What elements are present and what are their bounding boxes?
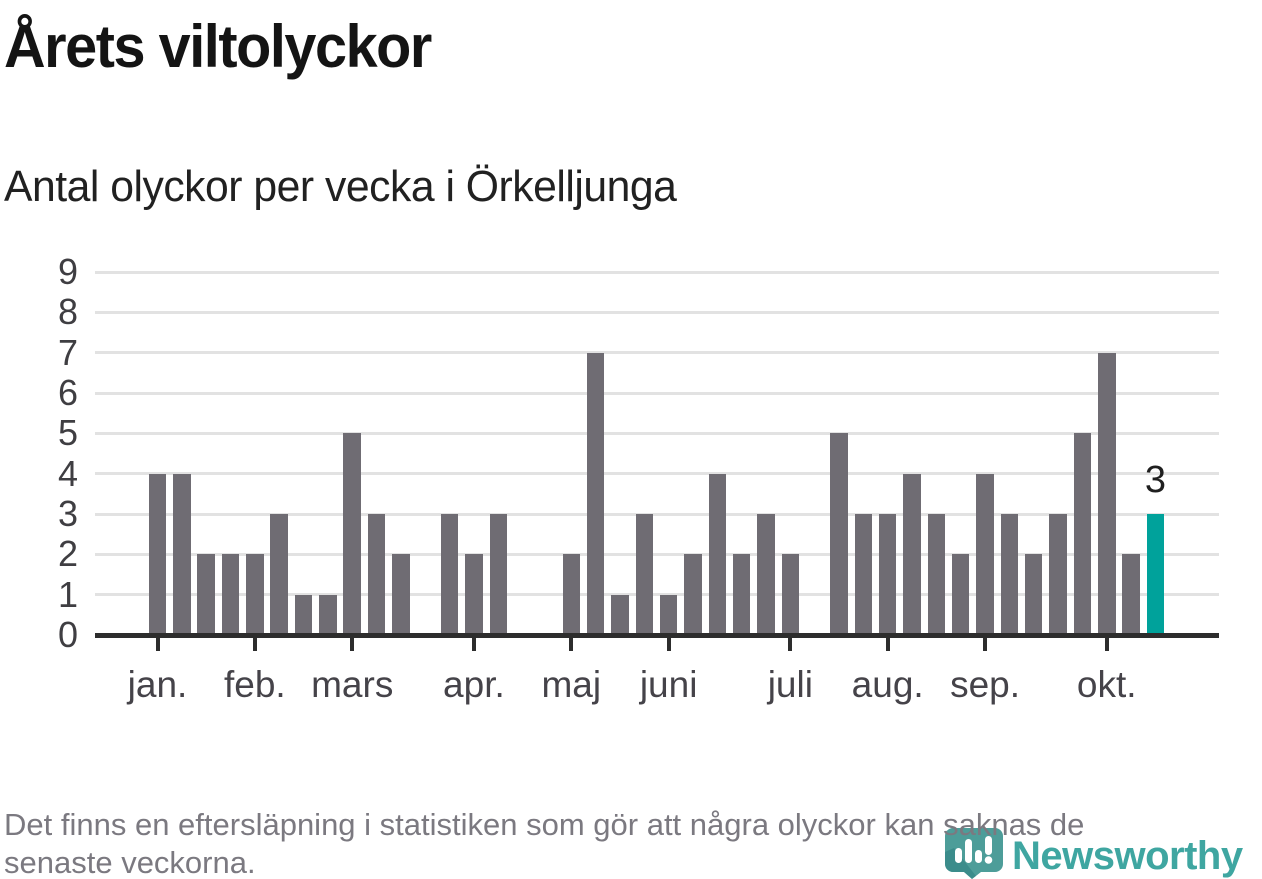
y-axis-label-8: 8 [57, 291, 78, 333]
y-axis-label-1: 1 [57, 573, 78, 615]
bar-week-7 [294, 594, 313, 635]
x-axis-month-label-maj: maj [541, 664, 602, 705]
x-axis-month-label-okt: okt. [1076, 664, 1137, 705]
bar-week-1 [148, 473, 167, 635]
chart-subtitle: Antal olyckor per vecka i Örkelljunga [4, 162, 677, 211]
bar-week-25 [732, 554, 751, 635]
bar-week-6 [270, 514, 288, 635]
bar-week-31 [878, 514, 897, 635]
bar-week-11 [392, 554, 410, 635]
gridline-y6 [95, 391, 1219, 395]
bar-week-19 [586, 352, 605, 635]
y-axis-label-2: 2 [57, 533, 78, 575]
bar-chart-speech-bubble-icon [945, 828, 1003, 879]
y-axis-label-9: 9 [57, 251, 78, 293]
bar-week-34 [951, 554, 970, 635]
gridline-y9 [95, 270, 1219, 274]
bar-week-18 [562, 554, 581, 635]
newsworthy-wordmark: Newsworthy [1012, 834, 1243, 878]
footer-note-line2: senaste veckorna. [4, 845, 256, 879]
bar-week-26 [757, 514, 775, 635]
bar-week-22 [659, 594, 678, 635]
gridline-y7 [95, 351, 1219, 355]
bar-week-current-highlight [1146, 514, 1165, 635]
footer-note: Det finns en eftersläpning i statistiken… [4, 806, 1084, 879]
bar-week-21 [635, 514, 654, 635]
bar-week-4 [221, 554, 240, 635]
bar-week-5 [246, 554, 264, 635]
x-axis-tick-okt [1104, 637, 1109, 651]
gridline-y3 [95, 512, 1219, 516]
current-week-value-label: 3 [1144, 459, 1166, 501]
bar-week-13 [440, 514, 459, 635]
x-axis-tick-apr [471, 637, 476, 651]
bar-week-14 [465, 554, 483, 635]
x-axis-tick-mars [350, 637, 355, 651]
newsworthy-logo: Newsworthy [945, 828, 1243, 879]
bar-week-35 [976, 473, 994, 635]
x-axis-tick-juli [788, 637, 793, 651]
x-axis-tick-maj [569, 637, 574, 651]
bar-week-29 [830, 433, 848, 635]
bar-week-41 [1122, 554, 1140, 635]
bar-week-3 [197, 554, 215, 635]
y-axis-label-7: 7 [57, 331, 78, 373]
y-axis-label-4: 4 [57, 452, 78, 494]
bar-week-27 [781, 554, 800, 635]
bar-week-38 [1049, 514, 1067, 635]
bar-week-39 [1073, 433, 1092, 635]
gridline-y8 [95, 310, 1219, 314]
bar-week-9 [343, 433, 361, 635]
y-axis-label-3: 3 [57, 493, 78, 534]
bar-week-36 [1000, 514, 1019, 635]
x-axis-tick-aug [885, 637, 890, 651]
chart-title: Årets viltolyckor [4, 13, 432, 80]
x-axis-month-label-mars: mars [311, 664, 394, 705]
x-axis-month-label-jan: jan. [127, 664, 188, 705]
bar-week-8 [319, 594, 337, 635]
bar-week-24 [708, 473, 727, 635]
x-axis-tick-jan [155, 637, 160, 651]
bar-week-30 [854, 514, 873, 635]
x-axis-month-label-sep: sep. [950, 664, 1021, 705]
gridline-y4 [95, 472, 1219, 476]
gridline-y5 [95, 431, 1219, 435]
x-axis-month-label-aug: aug. [851, 664, 924, 705]
bar-week-40 [1098, 352, 1116, 635]
bar-week-37 [1024, 554, 1043, 635]
bar-week-20 [611, 594, 629, 635]
y-axis-label-5: 5 [57, 412, 78, 454]
x-axis-tick-feb [252, 637, 257, 651]
footer-note-line1: Det finns en eftersläpning i statistiken… [4, 807, 1085, 842]
bar-week-23 [684, 554, 702, 635]
y-axis-label-0: 0 [57, 614, 78, 655]
y-axis-label-6: 6 [57, 372, 78, 414]
x-axis-line [95, 632, 1219, 638]
bar-week-10 [367, 514, 386, 635]
x-axis-month-label-juli: juli [767, 664, 813, 705]
bar-week-32 [903, 473, 921, 635]
x-axis-month-label-juni: juni [639, 664, 698, 705]
x-axis-tick-sep [983, 637, 988, 651]
x-axis-tick-juni [666, 637, 671, 651]
x-axis-month-label-apr: apr. [443, 664, 505, 705]
x-axis-month-label-feb: feb. [224, 664, 286, 705]
bar-week-15 [489, 514, 507, 635]
bar-week-33 [927, 514, 946, 635]
gridline-y2 [95, 552, 1219, 556]
gridline-y1 [95, 593, 1219, 597]
bar-week-2 [173, 473, 191, 635]
